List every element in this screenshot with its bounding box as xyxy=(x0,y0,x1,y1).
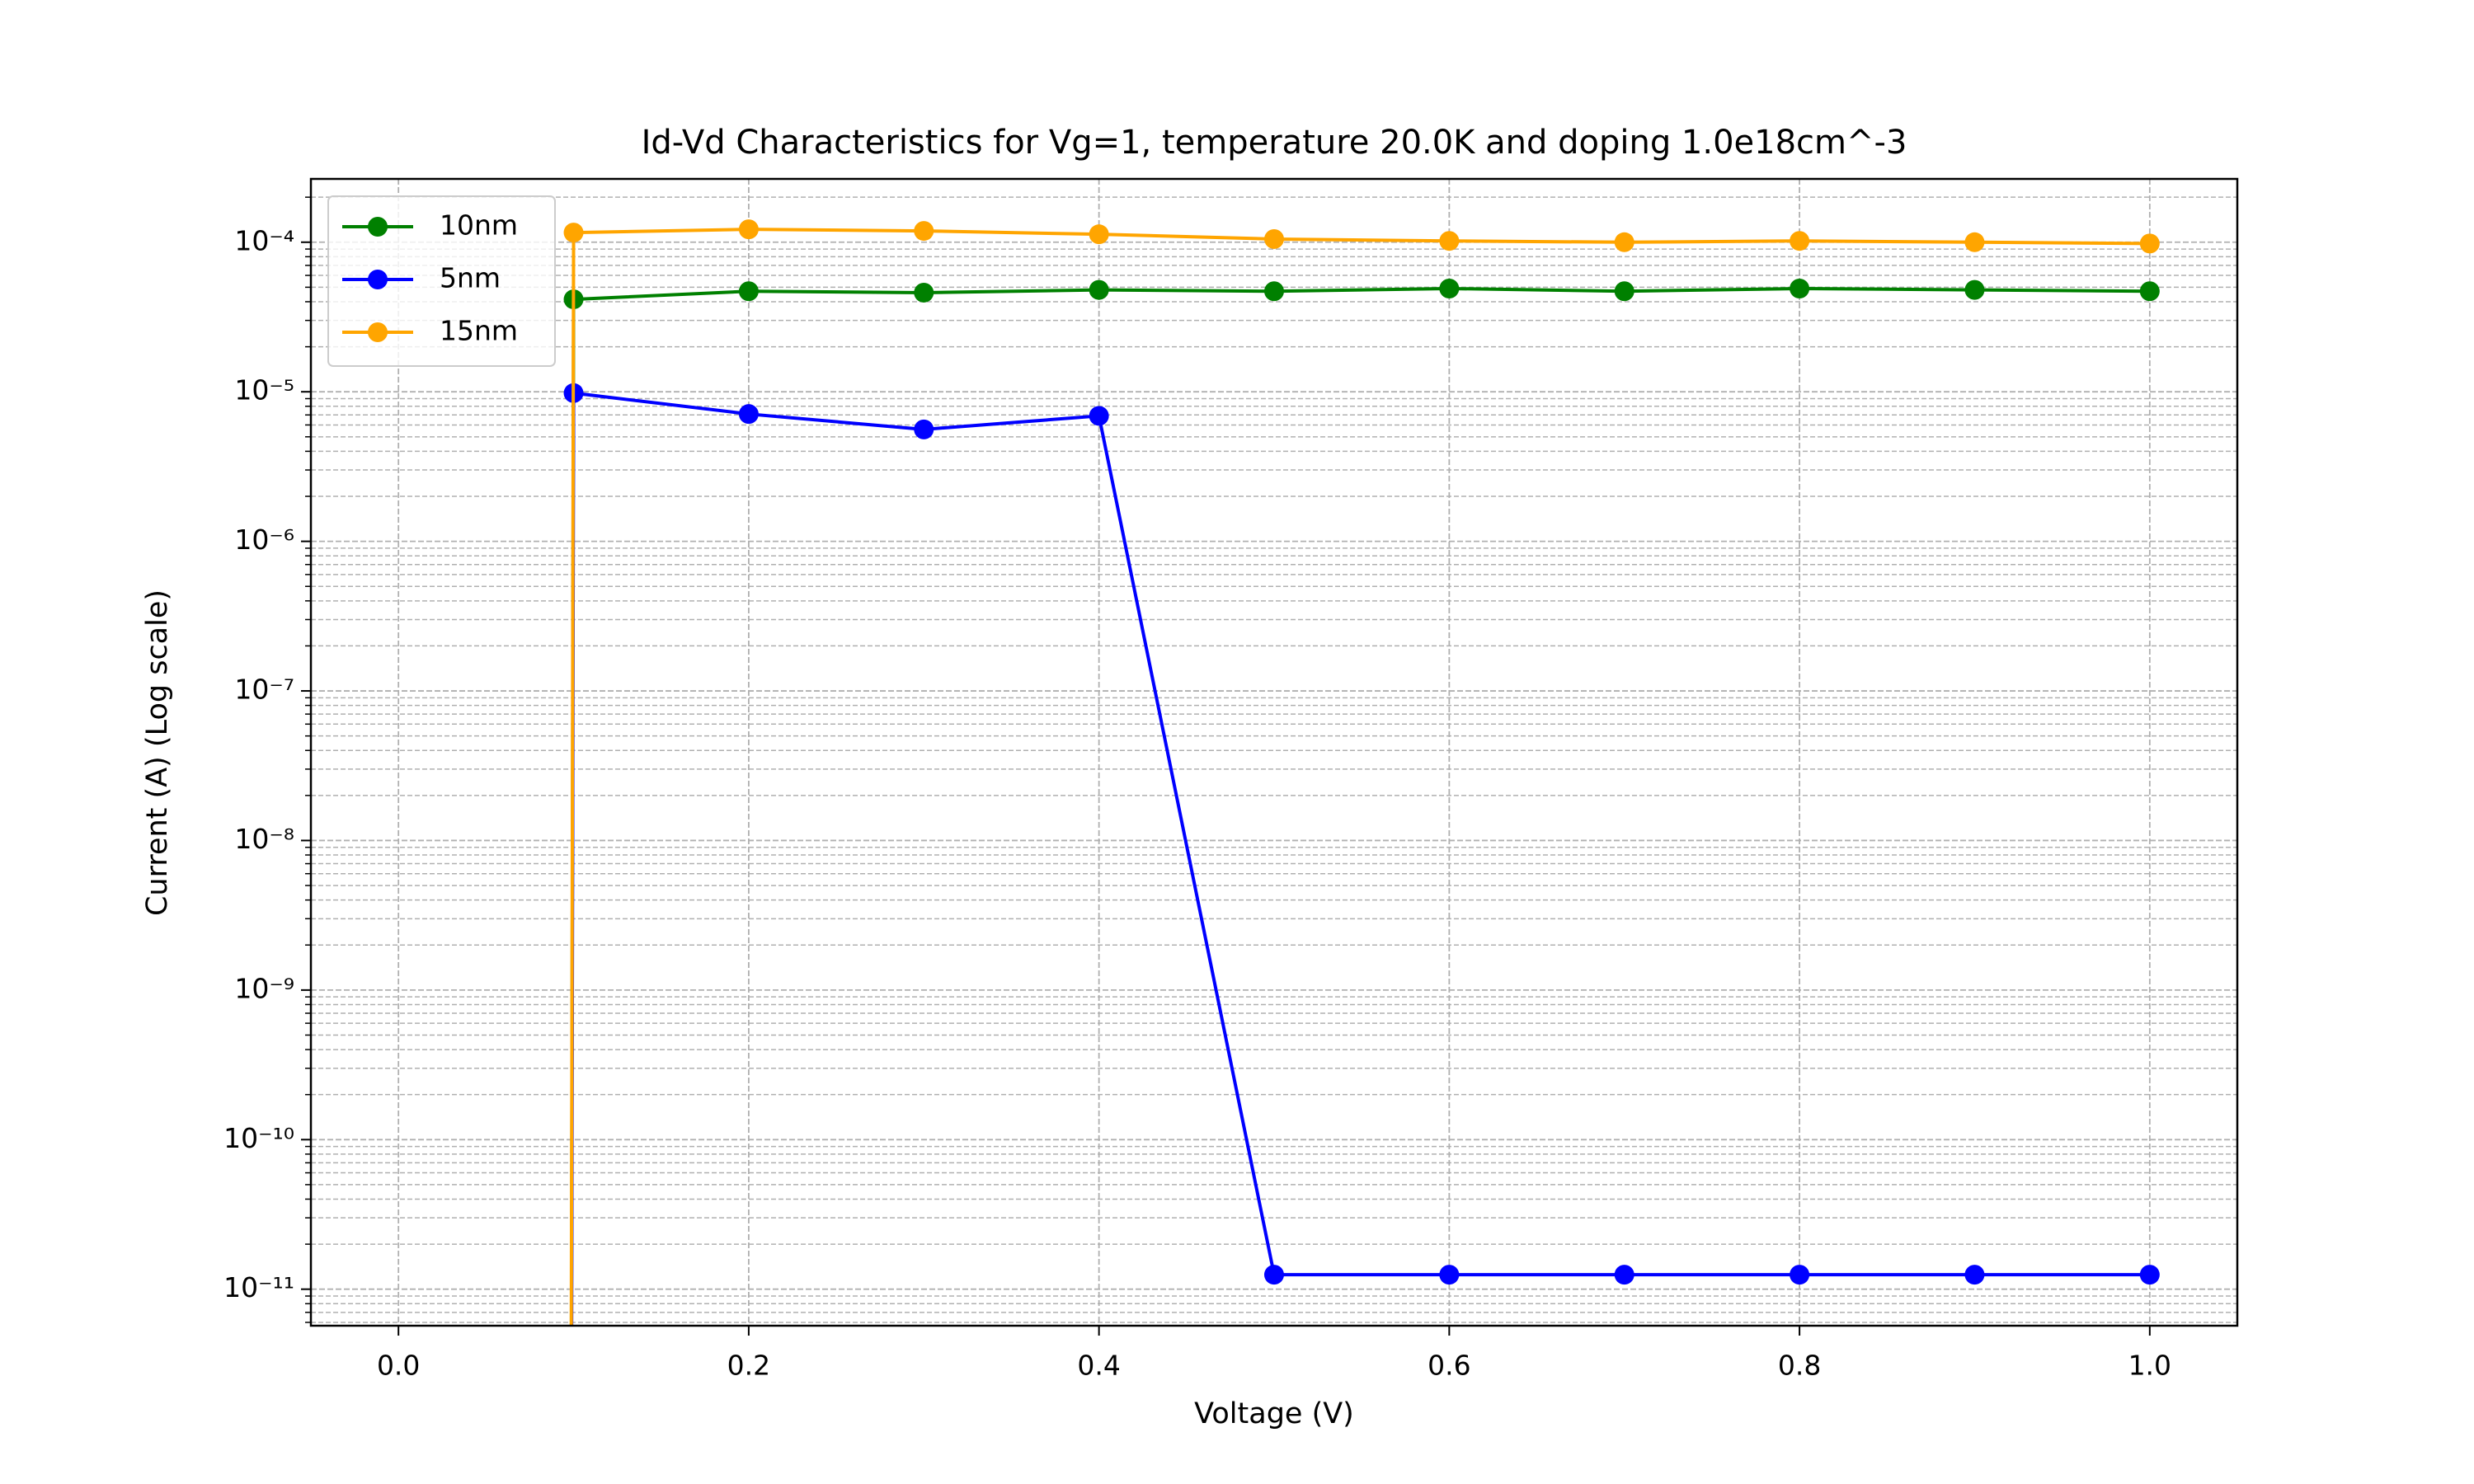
data-point xyxy=(1964,232,1985,252)
data-point xyxy=(1439,1265,1460,1285)
data-point xyxy=(563,223,584,243)
x-tick-label: 0.2 xyxy=(727,1350,770,1382)
legend-marker xyxy=(368,217,388,237)
data-point xyxy=(1264,228,1284,249)
legend-label: 15nm xyxy=(440,315,518,347)
y-tick-label: 10⁻⁴ xyxy=(234,224,294,256)
data-point xyxy=(2139,233,2160,254)
data-point xyxy=(1089,224,1109,245)
x-tick-label: 0.0 xyxy=(377,1350,420,1382)
y-tick-label: 10⁻⁵ xyxy=(234,374,294,406)
data-point xyxy=(914,282,934,303)
legend: 10nm 5nm 15nm xyxy=(327,195,556,367)
plot-area xyxy=(563,219,2160,1326)
y-tick-label: 10⁻⁸ xyxy=(234,823,294,855)
data-point xyxy=(1264,1265,1284,1285)
legend-label: 5nm xyxy=(440,262,501,294)
data-point xyxy=(914,419,934,439)
legend-label: 10nm xyxy=(440,209,518,242)
data-point xyxy=(1964,279,1985,300)
legend-marker xyxy=(368,322,388,342)
data-point xyxy=(1089,406,1109,426)
data-point xyxy=(914,221,934,242)
legend-marker xyxy=(368,270,388,289)
data-point xyxy=(1790,278,1810,298)
x-tick-label: 0.6 xyxy=(1427,1350,1470,1382)
x-tick-label: 0.4 xyxy=(1077,1350,1120,1382)
data-point xyxy=(1614,1265,1634,1285)
y-tick-label: 10⁻⁷ xyxy=(234,674,294,706)
y-tick-label: 10⁻¹¹ xyxy=(223,1271,294,1303)
legend-box xyxy=(327,195,556,367)
data-point xyxy=(2139,281,2160,302)
data-point xyxy=(1614,232,1634,252)
chart-title: Id-Vd Characteristics for Vg=1, temperat… xyxy=(642,124,1907,162)
data-point xyxy=(1264,281,1284,302)
data-point xyxy=(738,404,759,425)
y-axis-label: Current (A) (Log scale) xyxy=(141,589,174,916)
data-point xyxy=(1790,231,1810,251)
x-tick-label: 1.0 xyxy=(2128,1350,2171,1382)
y-tick-label: 10⁻⁹ xyxy=(234,972,294,1004)
x-axis-label: Voltage (V) xyxy=(1194,1397,1354,1430)
data-point xyxy=(2139,1265,2160,1285)
y-tick-label: 10⁻¹⁰ xyxy=(223,1122,294,1154)
data-point xyxy=(1614,281,1634,302)
x-tick-label: 0.8 xyxy=(1778,1350,1821,1382)
ticks: 10⁻¹¹ 10⁻¹⁰ 10⁻⁹ 10⁻⁸ 10⁻⁷ 10⁻⁶ 10⁻⁵ 10⁻⁴ 0.0 0.2… xyxy=(223,196,2171,1382)
grid xyxy=(311,179,2237,1326)
axes-frame xyxy=(309,177,2239,1327)
y-tick-label: 10⁻⁶ xyxy=(234,524,294,556)
data-point xyxy=(1439,231,1460,251)
data-point xyxy=(738,219,759,240)
data-point xyxy=(1089,279,1109,300)
data-point xyxy=(738,281,759,302)
data-point xyxy=(1790,1265,1810,1285)
data-point xyxy=(1439,278,1460,298)
data-point xyxy=(1964,1265,1985,1285)
